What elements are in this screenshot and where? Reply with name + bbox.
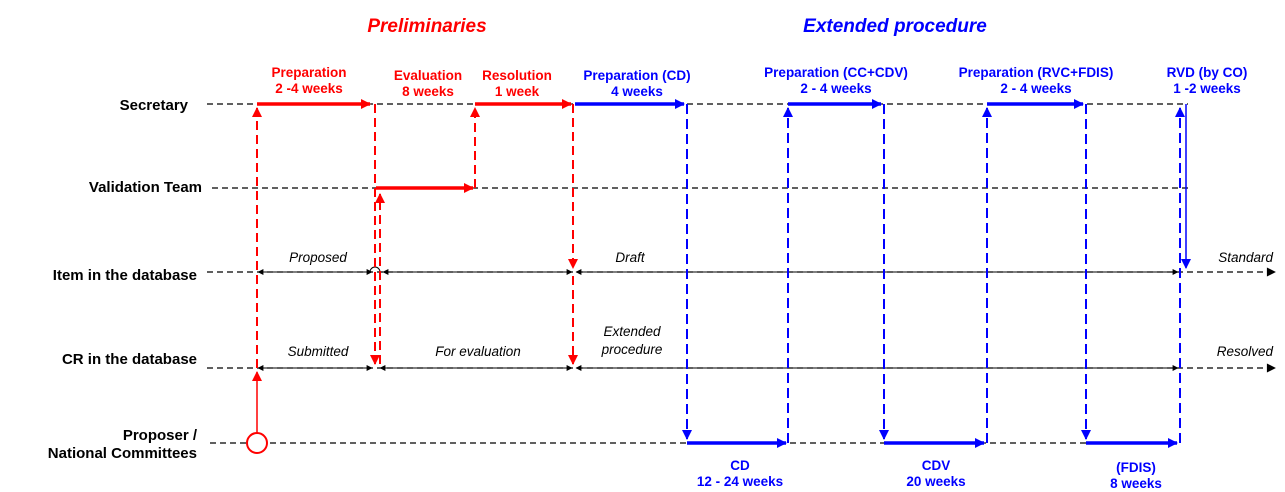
- step-label-evaluation: Evaluation: [394, 68, 462, 83]
- step-label-rvd: RVD (by CO): [1167, 65, 1248, 80]
- step-duration-cdv: 20 weeks: [906, 474, 965, 489]
- state-label-proposed: Proposed: [289, 250, 347, 265]
- step-label-cdv: CDV: [922, 458, 951, 473]
- lane-label-item-database: Item in the database: [53, 267, 197, 284]
- step-duration-preparation-rvc-fdis: 2 - 4 weeks: [1000, 81, 1071, 96]
- lane-label-validation-team: Validation Team: [89, 179, 202, 196]
- lane-label-cr-database: CR in the database: [62, 351, 197, 368]
- state-label-extended-line2: procedure: [601, 342, 663, 357]
- step-label-preparation-cd: Preparation (CD): [583, 68, 690, 83]
- step-label-preparation-rvc-fdis: Preparation (RVC+FDIS): [959, 65, 1114, 80]
- step-duration-preparation-cc-cdv: 2 - 4 weeks: [800, 81, 871, 96]
- step-duration-preparation: 2 -4 weeks: [275, 81, 343, 96]
- lane-label-proposer-line2: National Committees: [48, 445, 197, 462]
- step-duration-evaluation: 8 weeks: [402, 84, 454, 99]
- step-label-resolution: Resolution: [482, 68, 552, 83]
- step-label-fdis: (FDIS): [1116, 460, 1156, 475]
- start-node-circle: [246, 432, 268, 454]
- state-label-submitted: Submitted: [288, 344, 349, 359]
- lane-label-secretary: Secretary: [120, 97, 189, 114]
- state-label-resolved: Resolved: [1217, 344, 1274, 359]
- step-label-preparation: Preparation: [271, 65, 346, 80]
- lane-label-proposer-line1: Proposer /: [123, 427, 198, 444]
- step-duration-resolution: 1 week: [495, 84, 540, 99]
- step-duration-cd: 12 - 24 weeks: [697, 474, 783, 489]
- state-label-draft: Draft: [615, 250, 646, 265]
- state-label-standard: Standard: [1218, 250, 1273, 265]
- step-label-cd: CD: [730, 458, 750, 473]
- step-duration-preparation-cd: 4 weeks: [611, 84, 663, 99]
- step-duration-fdis: 8 weeks: [1110, 476, 1162, 491]
- step-label-preparation-cc-cdv: Preparation (CC+CDV): [764, 65, 908, 80]
- line-hop-symbol: [369, 266, 381, 273]
- state-label-extended-line1: Extended: [603, 324, 661, 339]
- step-duration-rvd: 1 -2 weeks: [1173, 81, 1241, 96]
- state-label-for-evaluation: For evaluation: [435, 344, 521, 359]
- phase-title-preliminaries: Preliminaries: [367, 16, 486, 37]
- phase-title-extended-procedure: Extended procedure: [803, 16, 987, 37]
